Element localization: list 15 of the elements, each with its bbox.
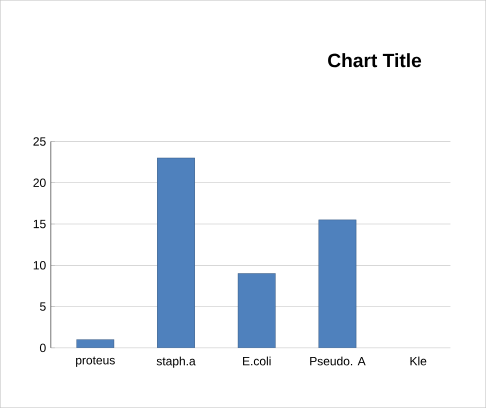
bar	[157, 158, 195, 348]
bar	[318, 220, 356, 348]
y-tick-label: 5	[40, 302, 46, 311]
x-tick-label: staph.a	[156, 356, 196, 368]
bar	[238, 273, 276, 348]
x-tick-label: Pseudo. A	[310, 356, 366, 366]
y-tick-label: 15	[34, 220, 46, 228]
x-tick-label: E.coli	[243, 356, 271, 366]
y-tick-label: 10	[34, 261, 46, 270]
x-tick-label: Kle	[410, 356, 426, 366]
y-tick-label: 0	[40, 344, 46, 352]
x-tick-label: proteus	[76, 356, 115, 367]
y-tick-label: 25	[33, 137, 46, 146]
y-tick-label: 20	[33, 178, 46, 187]
chart-title: Chart Title	[328, 53, 422, 68]
